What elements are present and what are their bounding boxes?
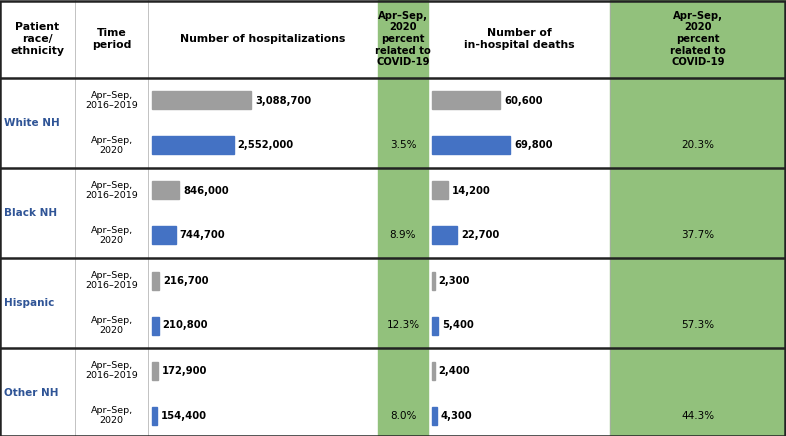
- Text: 172,900: 172,900: [162, 365, 207, 375]
- Text: 154,400: 154,400: [161, 411, 207, 420]
- Text: 210,800: 210,800: [163, 320, 208, 330]
- Text: Apr–Sep,
2016–2019: Apr–Sep, 2016–2019: [85, 271, 138, 290]
- Bar: [378, 0, 428, 436]
- Text: 744,700: 744,700: [180, 231, 226, 241]
- Text: 3,088,700: 3,088,700: [255, 95, 311, 106]
- Text: 14,200: 14,200: [452, 185, 490, 195]
- Text: 57.3%: 57.3%: [681, 320, 714, 330]
- Text: Other NH: Other NH: [4, 388, 58, 398]
- Text: 2,300: 2,300: [439, 276, 470, 286]
- Text: 69,800: 69,800: [514, 140, 553, 150]
- Text: 12.3%: 12.3%: [387, 320, 420, 330]
- Bar: [152, 272, 159, 290]
- Text: White NH: White NH: [4, 118, 60, 128]
- Text: Apr–Sep,
2020: Apr–Sep, 2020: [90, 316, 133, 335]
- Bar: [610, 0, 786, 436]
- Text: 3.5%: 3.5%: [390, 140, 417, 150]
- Text: 5,400: 5,400: [442, 320, 474, 330]
- Text: Hispanic: Hispanic: [4, 298, 54, 308]
- Text: 846,000: 846,000: [183, 185, 229, 195]
- Bar: [152, 361, 157, 379]
- Bar: [432, 317, 438, 334]
- Text: Number of hospitalizations: Number of hospitalizations: [180, 34, 346, 44]
- Bar: [432, 406, 437, 425]
- Text: Apr–Sep,
2020: Apr–Sep, 2020: [90, 406, 133, 425]
- Bar: [432, 181, 448, 200]
- Text: 20.3%: 20.3%: [681, 140, 714, 150]
- Text: Patient
race/
ethnicity: Patient race/ ethnicity: [10, 22, 64, 56]
- Text: 8.9%: 8.9%: [390, 231, 417, 241]
- Bar: [152, 92, 251, 109]
- Bar: [152, 317, 159, 334]
- Text: 37.7%: 37.7%: [681, 231, 714, 241]
- Text: Apr–Sep,
2020
percent
related to
COVID-19: Apr–Sep, 2020 percent related to COVID-1…: [375, 11, 431, 67]
- Text: 60,600: 60,600: [504, 95, 542, 106]
- Text: Apr–Sep,
2016–2019: Apr–Sep, 2016–2019: [85, 181, 138, 200]
- Text: Apr–Sep,
2020
percent
related to
COVID-19: Apr–Sep, 2020 percent related to COVID-1…: [670, 11, 726, 67]
- Text: Number of
in-hospital deaths: Number of in-hospital deaths: [464, 28, 575, 50]
- Text: 22,700: 22,700: [461, 231, 500, 241]
- Text: 2,400: 2,400: [439, 365, 470, 375]
- Bar: [152, 136, 233, 154]
- Bar: [152, 226, 176, 245]
- Text: 44.3%: 44.3%: [681, 411, 714, 420]
- Text: 216,700: 216,700: [163, 276, 208, 286]
- Bar: [152, 406, 157, 425]
- Text: Apr–Sep,
2020: Apr–Sep, 2020: [90, 136, 133, 155]
- Text: Apr–Sep,
2016–2019: Apr–Sep, 2016–2019: [85, 91, 138, 110]
- Bar: [432, 361, 435, 379]
- Text: Apr–Sep,
2016–2019: Apr–Sep, 2016–2019: [85, 361, 138, 380]
- Text: Apr–Sep,
2020: Apr–Sep, 2020: [90, 226, 133, 245]
- Bar: [152, 181, 179, 200]
- Bar: [432, 92, 500, 109]
- Bar: [432, 272, 435, 290]
- Bar: [432, 226, 457, 245]
- Text: 4,300: 4,300: [441, 411, 472, 420]
- Bar: [432, 136, 510, 154]
- Text: 2,552,000: 2,552,000: [237, 140, 294, 150]
- Text: Black NH: Black NH: [4, 208, 57, 218]
- Text: Time
period: Time period: [92, 28, 131, 50]
- Text: 8.0%: 8.0%: [390, 411, 417, 420]
